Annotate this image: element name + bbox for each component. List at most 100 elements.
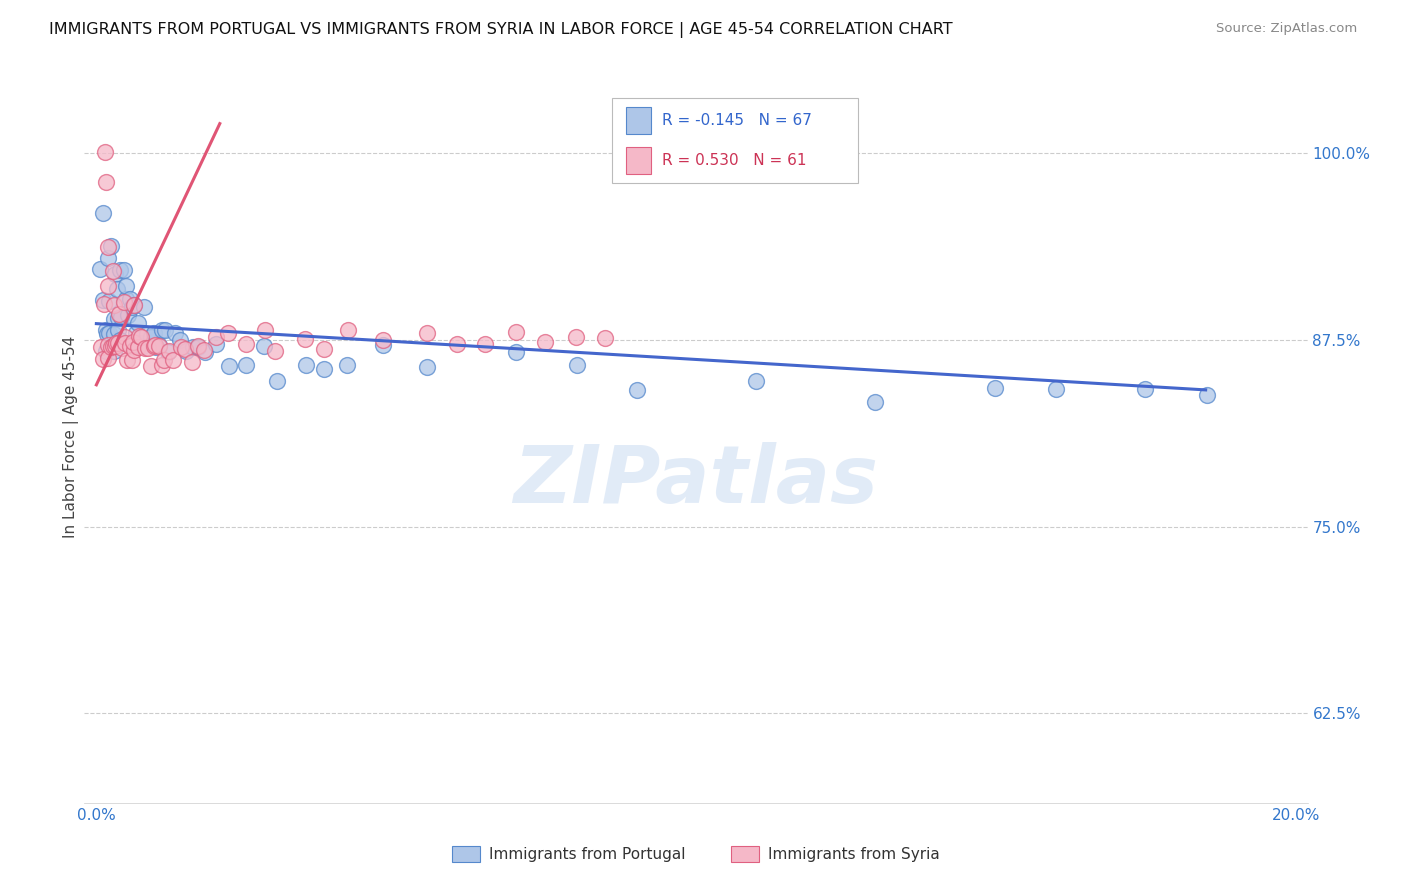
Point (134, 341, 156, 355)
Point (253, 322, 276, 336)
Y-axis label: In Labor Force | Age 45-54: In Labor Force | Age 45-54 (63, 336, 79, 538)
Point (745, 374, 768, 388)
Point (153, 352, 176, 367)
Point (169, 334, 191, 348)
Point (94, 176, 117, 190)
Point (104, 268, 127, 282)
Point (148, 338, 170, 352)
Point (217, 326, 239, 341)
Point (474, 337, 496, 351)
Point (205, 330, 228, 344)
Point (107, 336, 129, 351)
Point (187, 340, 209, 354)
Point (134, 300, 156, 314)
Text: ZIPatlas: ZIPatlas (513, 442, 879, 520)
Point (148, 339, 170, 353)
Point (98, 326, 121, 340)
Point (446, 337, 468, 351)
Point (97, 338, 120, 352)
Point (181, 340, 204, 354)
Point (103, 312, 125, 326)
Point (157, 343, 180, 358)
Point (128, 329, 150, 343)
Point (112, 263, 135, 277)
Point (143, 339, 166, 353)
Point (107, 323, 129, 337)
Point (104, 339, 127, 353)
Point (156, 345, 179, 359)
Point (112, 294, 135, 309)
Text: R = -0.145   N = 67: R = -0.145 N = 67 (662, 113, 813, 128)
Point (204, 336, 226, 351)
Point (143, 337, 166, 351)
Point (312, 362, 335, 376)
Point (121, 353, 143, 368)
Point (595, 331, 617, 345)
Point (565, 358, 588, 372)
Point (187, 339, 209, 353)
Text: R = 0.530   N = 61: R = 0.530 N = 61 (662, 153, 807, 168)
Point (505, 325, 527, 339)
Point (373, 338, 395, 352)
Point (110, 341, 132, 355)
Point (100, 340, 122, 354)
Point (121, 300, 143, 314)
Point (1045, 382, 1067, 396)
Point (150, 323, 173, 337)
Point (114, 336, 136, 351)
Point (103, 327, 125, 342)
Point (118, 339, 141, 353)
Point (294, 332, 316, 346)
Point (93, 206, 115, 220)
Point (97, 240, 120, 254)
Point (312, 342, 335, 356)
Point (174, 343, 197, 357)
Point (122, 298, 145, 312)
Point (505, 344, 527, 359)
Point (97, 293, 120, 308)
Point (143, 326, 166, 341)
Point (139, 330, 162, 344)
Point (136, 341, 159, 355)
Point (107, 311, 129, 326)
Point (108, 307, 131, 321)
Point (90, 341, 112, 355)
Point (373, 333, 395, 347)
Point (96, 343, 118, 358)
Point (163, 326, 186, 341)
Point (89, 261, 111, 276)
Point (194, 345, 217, 359)
Point (103, 298, 125, 312)
Point (120, 292, 142, 306)
Text: Source: ZipAtlas.com: Source: ZipAtlas.com (1216, 22, 1357, 36)
Point (93, 145, 115, 160)
Point (110, 310, 132, 325)
Point (110, 263, 132, 277)
Point (96, 327, 118, 342)
Point (125, 326, 148, 340)
Point (218, 359, 240, 373)
Point (94, 322, 117, 336)
Point (114, 329, 136, 343)
Point (105, 336, 128, 351)
Point (115, 352, 138, 367)
Point (115, 292, 138, 306)
Point (125, 338, 148, 352)
Point (103, 343, 125, 358)
Point (97, 351, 120, 366)
Point (174, 344, 197, 359)
Point (984, 381, 1007, 395)
Point (181, 355, 204, 369)
Point (93, 297, 115, 311)
Point (1195, 388, 1218, 402)
Point (145, 340, 167, 354)
Point (127, 316, 149, 330)
Point (139, 359, 162, 373)
Point (534, 334, 557, 349)
Point (122, 334, 145, 349)
Point (120, 337, 142, 351)
Point (150, 358, 173, 372)
Text: IMMIGRANTS FROM PORTUGAL VS IMMIGRANTS FROM SYRIA IN LABOR FORCE | AGE 45-54 COR: IMMIGRANTS FROM PORTUGAL VS IMMIGRANTS F… (49, 22, 953, 38)
Point (96, 278, 118, 293)
Point (193, 343, 215, 357)
